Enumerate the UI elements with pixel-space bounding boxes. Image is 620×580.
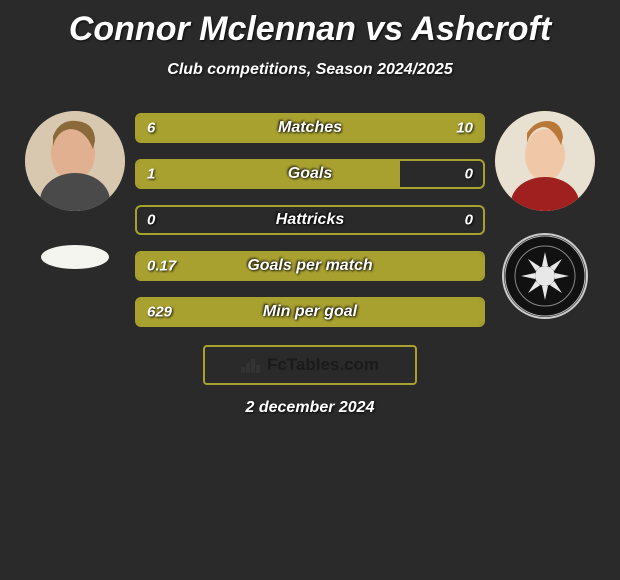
left-club-badge xyxy=(41,245,109,269)
stat-label: Goals per match xyxy=(247,257,372,275)
right-club-badge xyxy=(502,233,588,319)
subtitle: Club competitions, Season 2024/2025 xyxy=(167,61,452,79)
date-label: 2 december 2024 xyxy=(246,399,375,417)
player-left-photo xyxy=(25,111,125,211)
stat-value-right: 0 xyxy=(465,212,473,229)
chart-bars-icon xyxy=(241,357,261,373)
stat-value-right: 10 xyxy=(456,120,473,137)
stats-bars: Matches610Goals10Hattricks00Goals per ma… xyxy=(135,113,485,327)
stat-bar: Goals 1 0 xyxy=(135,159,485,189)
stat-bar: Hattricks 0 0 xyxy=(135,205,485,235)
bar-fill-left xyxy=(137,161,400,187)
comparison-area: Matches610Goals10Hattricks00Goals per ma… xyxy=(0,107,620,327)
page-title: Connor Mclennan vs Ashcroft xyxy=(69,10,551,49)
stat-label: Matches xyxy=(278,119,342,137)
club-crest-icon xyxy=(504,235,586,317)
left-player-col xyxy=(15,107,135,269)
right-player-col xyxy=(485,107,605,319)
stat-label: Goals xyxy=(288,165,332,183)
attribution[interactable]: FcTables.com xyxy=(203,345,417,385)
stat-value-left: 1 xyxy=(147,166,155,183)
stat-label: Min per goal xyxy=(263,303,357,321)
player-left-silhouette-icon xyxy=(25,111,125,211)
player-right-silhouette-icon xyxy=(495,111,595,211)
stat-bar: Matches 6 10 xyxy=(135,113,485,143)
player-right-photo xyxy=(495,111,595,211)
stat-value-left: 0.17 xyxy=(147,258,176,275)
stat-value-left: 0 xyxy=(147,212,155,229)
stat-value-right: 0 xyxy=(465,166,473,183)
comparison-infographic: Connor Mclennan vs Ashcroft Club competi… xyxy=(0,0,620,417)
bar-fill-left xyxy=(137,115,267,141)
stat-label: Hattricks xyxy=(276,211,344,229)
stat-value-left: 6 xyxy=(147,120,155,137)
stat-bar: Goals per match 0.17 xyxy=(135,251,485,281)
stat-value-left: 629 xyxy=(147,304,172,321)
stat-bar: Min per goal 629 xyxy=(135,297,485,327)
attribution-text: FcTables.com xyxy=(267,355,379,375)
